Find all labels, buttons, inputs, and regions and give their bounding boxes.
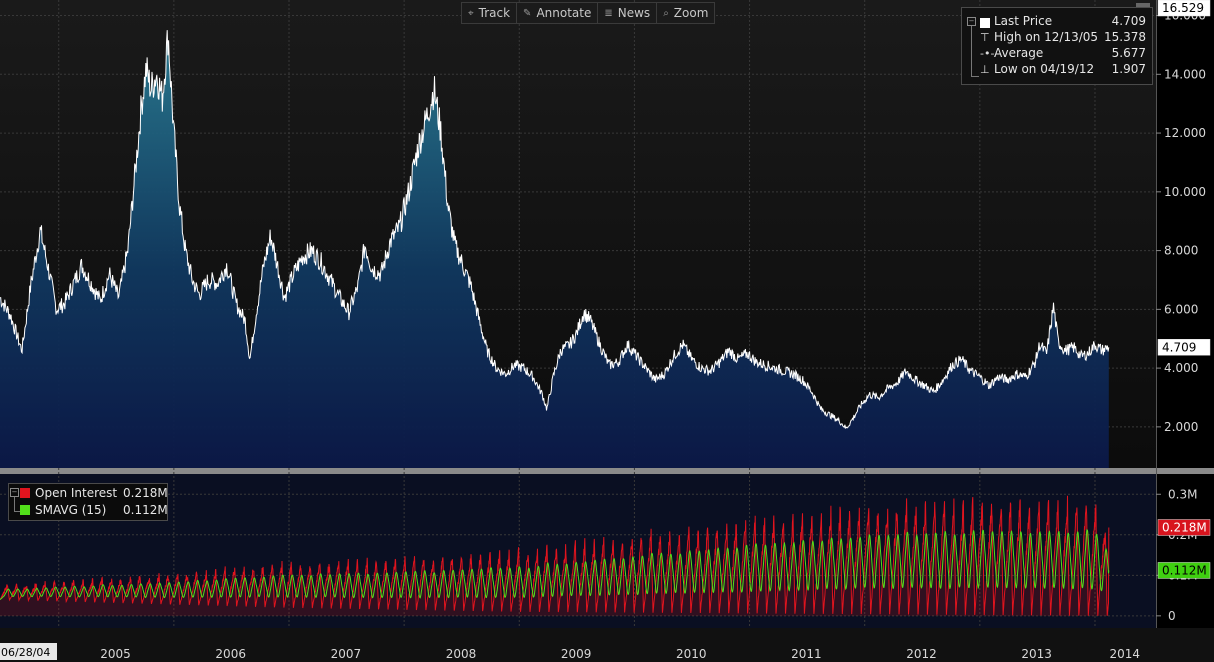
x-year-label: 2008 [446,647,477,661]
legend-high-value: 15.378 [1104,30,1146,44]
legend-average[interactable]: -•- Average 5.677 [962,46,1152,62]
x-year-label: 2012 [906,647,937,661]
magnifier-icon: ⌕ [663,7,669,19]
legend-avg-label: Average [994,46,1044,60]
high-marker-icon: ⊤ [980,31,990,44]
legend-last-value: 4.709 [1111,14,1146,28]
green-square-icon [20,505,30,515]
oi-last-tag-bg [1157,519,1211,536]
news-button[interactable]: ≣ News [598,3,656,23]
x-year-label: 2009 [561,647,592,661]
price-top-tag-bg [1157,0,1211,17]
open-interest-line [0,495,1110,616]
open-interest-legend: − Open Interest 0.218M SMAVG (15) 0.112M [8,483,168,521]
legend-avg-value: 5.677 [1111,46,1146,60]
oi-tick-label: 0 [1168,609,1176,623]
price-area [0,30,1109,468]
sma-last-tag-bg [1157,562,1211,579]
red-square-icon [20,488,30,498]
price-tick-label: 6.000 [1164,302,1198,316]
price-last-tag: 4.709 [1162,340,1196,354]
x-year-label: 2014 [1109,647,1140,661]
low-marker-icon: ⊥ [980,63,990,76]
sma-last-tag: 0.112M [1162,563,1207,577]
annotate-button[interactable]: ✎ Annotate [517,3,597,23]
price-tick-label: 10.000 [1164,185,1206,199]
track-label: Track [478,6,511,20]
x-axis-bg [0,628,1214,662]
price-tick-label: 12.000 [1164,126,1206,140]
price-legend: − Last Price 4.709 ⊤ High on 12/13/05 15… [961,7,1153,85]
legend-low[interactable]: ⊥ Low on 04/19/12 1.907 [962,62,1152,78]
price-last-tag-bg [1157,339,1211,356]
price-tick-label: 14.000 [1164,67,1206,81]
x-year-label: 2013 [1021,647,1052,661]
chart-toolbar: ⌖ Track ✎ Annotate ≣ News ⌕ Zoom [461,2,716,24]
price-tick-label: 2.000 [1164,420,1198,434]
x-year-label: 2011 [791,647,822,661]
x-year-label: 2005 [100,647,131,661]
price-top-tag: 16.529 [1162,1,1204,15]
x-year-label: 2007 [331,647,362,661]
oi-tick-label: 0.3M [1168,487,1197,501]
zoom-button[interactable]: ⌕ Zoom [657,3,714,23]
newspaper-icon: ≣ [604,7,613,19]
price-tick-label: 4.000 [1164,361,1198,375]
legend-oi-label: Open Interest [35,486,118,500]
legend-oi-value: 0.218M [123,486,168,500]
crosshair-icon: ⌖ [468,7,474,19]
legend-last-price[interactable]: Last Price 4.709 [962,14,1152,30]
collapse-icon[interactable]: − [967,17,976,26]
legend-low-label: Low on 04/19/12 [994,62,1095,76]
price-tick-label: 8.000 [1164,244,1198,258]
x-start-bg [0,643,57,660]
zoom-label: Zoom [673,6,709,20]
legend-high-label: High on 12/13/05 [994,30,1099,44]
price-line [0,30,1110,430]
legend-smavg[interactable]: SMAVG (15) 0.112M [9,502,168,518]
pencil-icon: ✎ [523,7,532,19]
white-square-icon [980,18,990,28]
track-button[interactable]: ⌖ Track [462,3,516,23]
average-marker-icon: -•- [980,47,995,60]
legend-sma-value: 0.112M [123,503,168,517]
news-label: News [617,6,651,20]
open-interest-area [0,495,1109,616]
x-year-label: 2010 [676,647,707,661]
x-year-label: 2006 [215,647,246,661]
legend-tree-connector [971,26,979,77]
panel-divider [0,468,1214,474]
smavg-line [0,529,1110,601]
legend-high[interactable]: ⊤ High on 12/13/05 15.378 [962,30,1152,46]
annotate-label: Annotate [536,6,592,20]
legend-last-label: Last Price [994,14,1053,28]
legend-tree-connector [14,497,20,512]
oi-last-tag: 0.218M [1162,520,1207,534]
legend-sma-label: SMAVG (15) [35,503,107,517]
collapse-icon[interactable]: − [10,488,19,497]
x-start-label: 06/28/04 [1,646,50,659]
legend-open-interest[interactable]: Open Interest 0.218M [9,485,168,501]
legend-low-value: 1.907 [1111,62,1146,76]
